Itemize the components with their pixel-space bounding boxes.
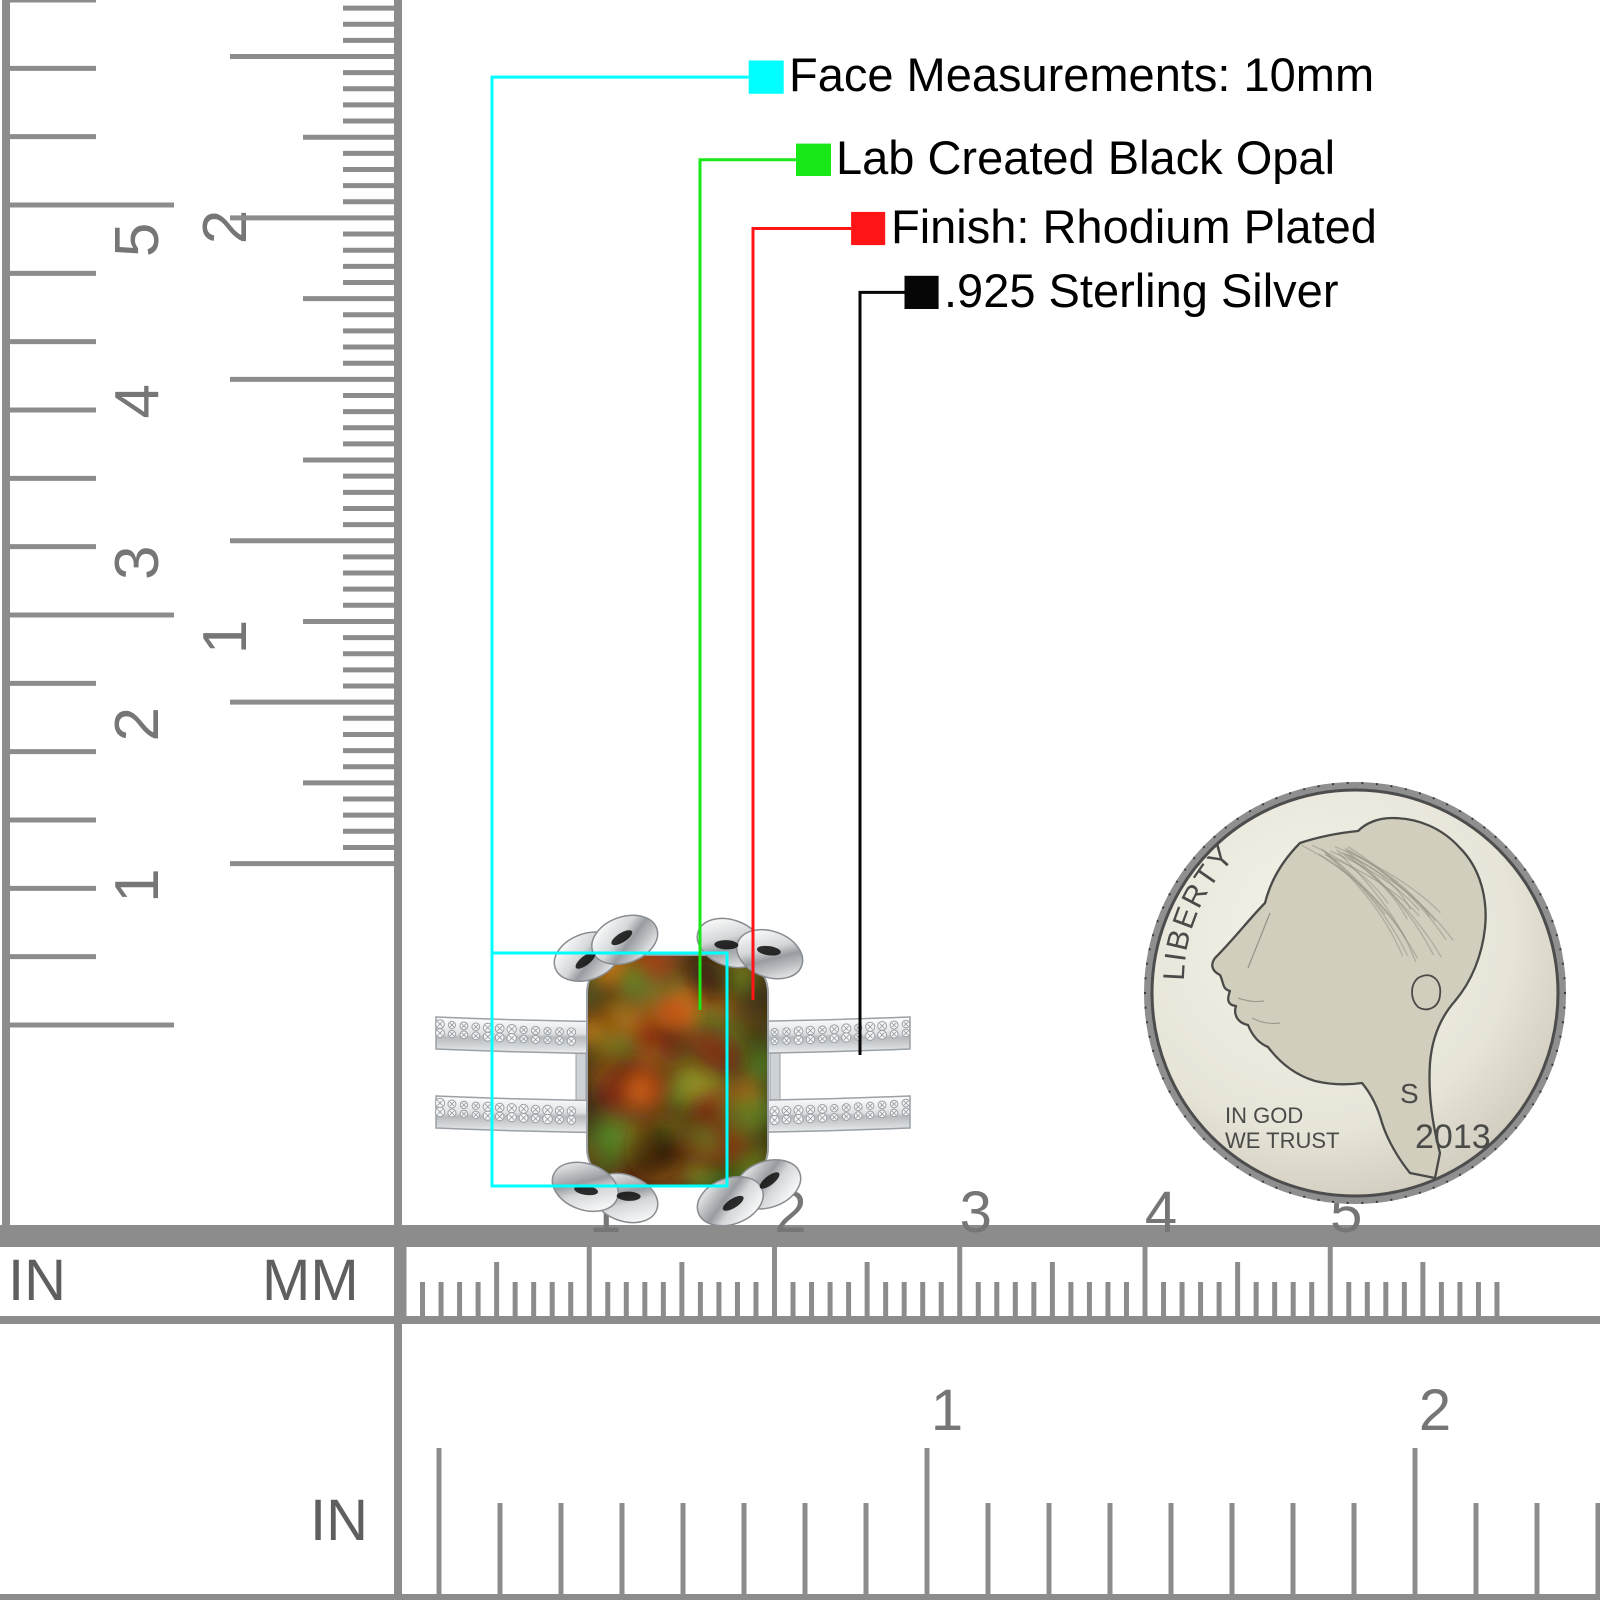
svg-text:Finish: Rhodium Plated: Finish: Rhodium Plated xyxy=(891,200,1377,253)
svg-text:Lab Created Black Opal: Lab Created Black Opal xyxy=(836,131,1335,184)
svg-text:.925 Sterling Silver: .925 Sterling Silver xyxy=(944,264,1338,317)
svg-text:Face Measurements: 10mm: Face Measurements: 10mm xyxy=(789,48,1374,101)
